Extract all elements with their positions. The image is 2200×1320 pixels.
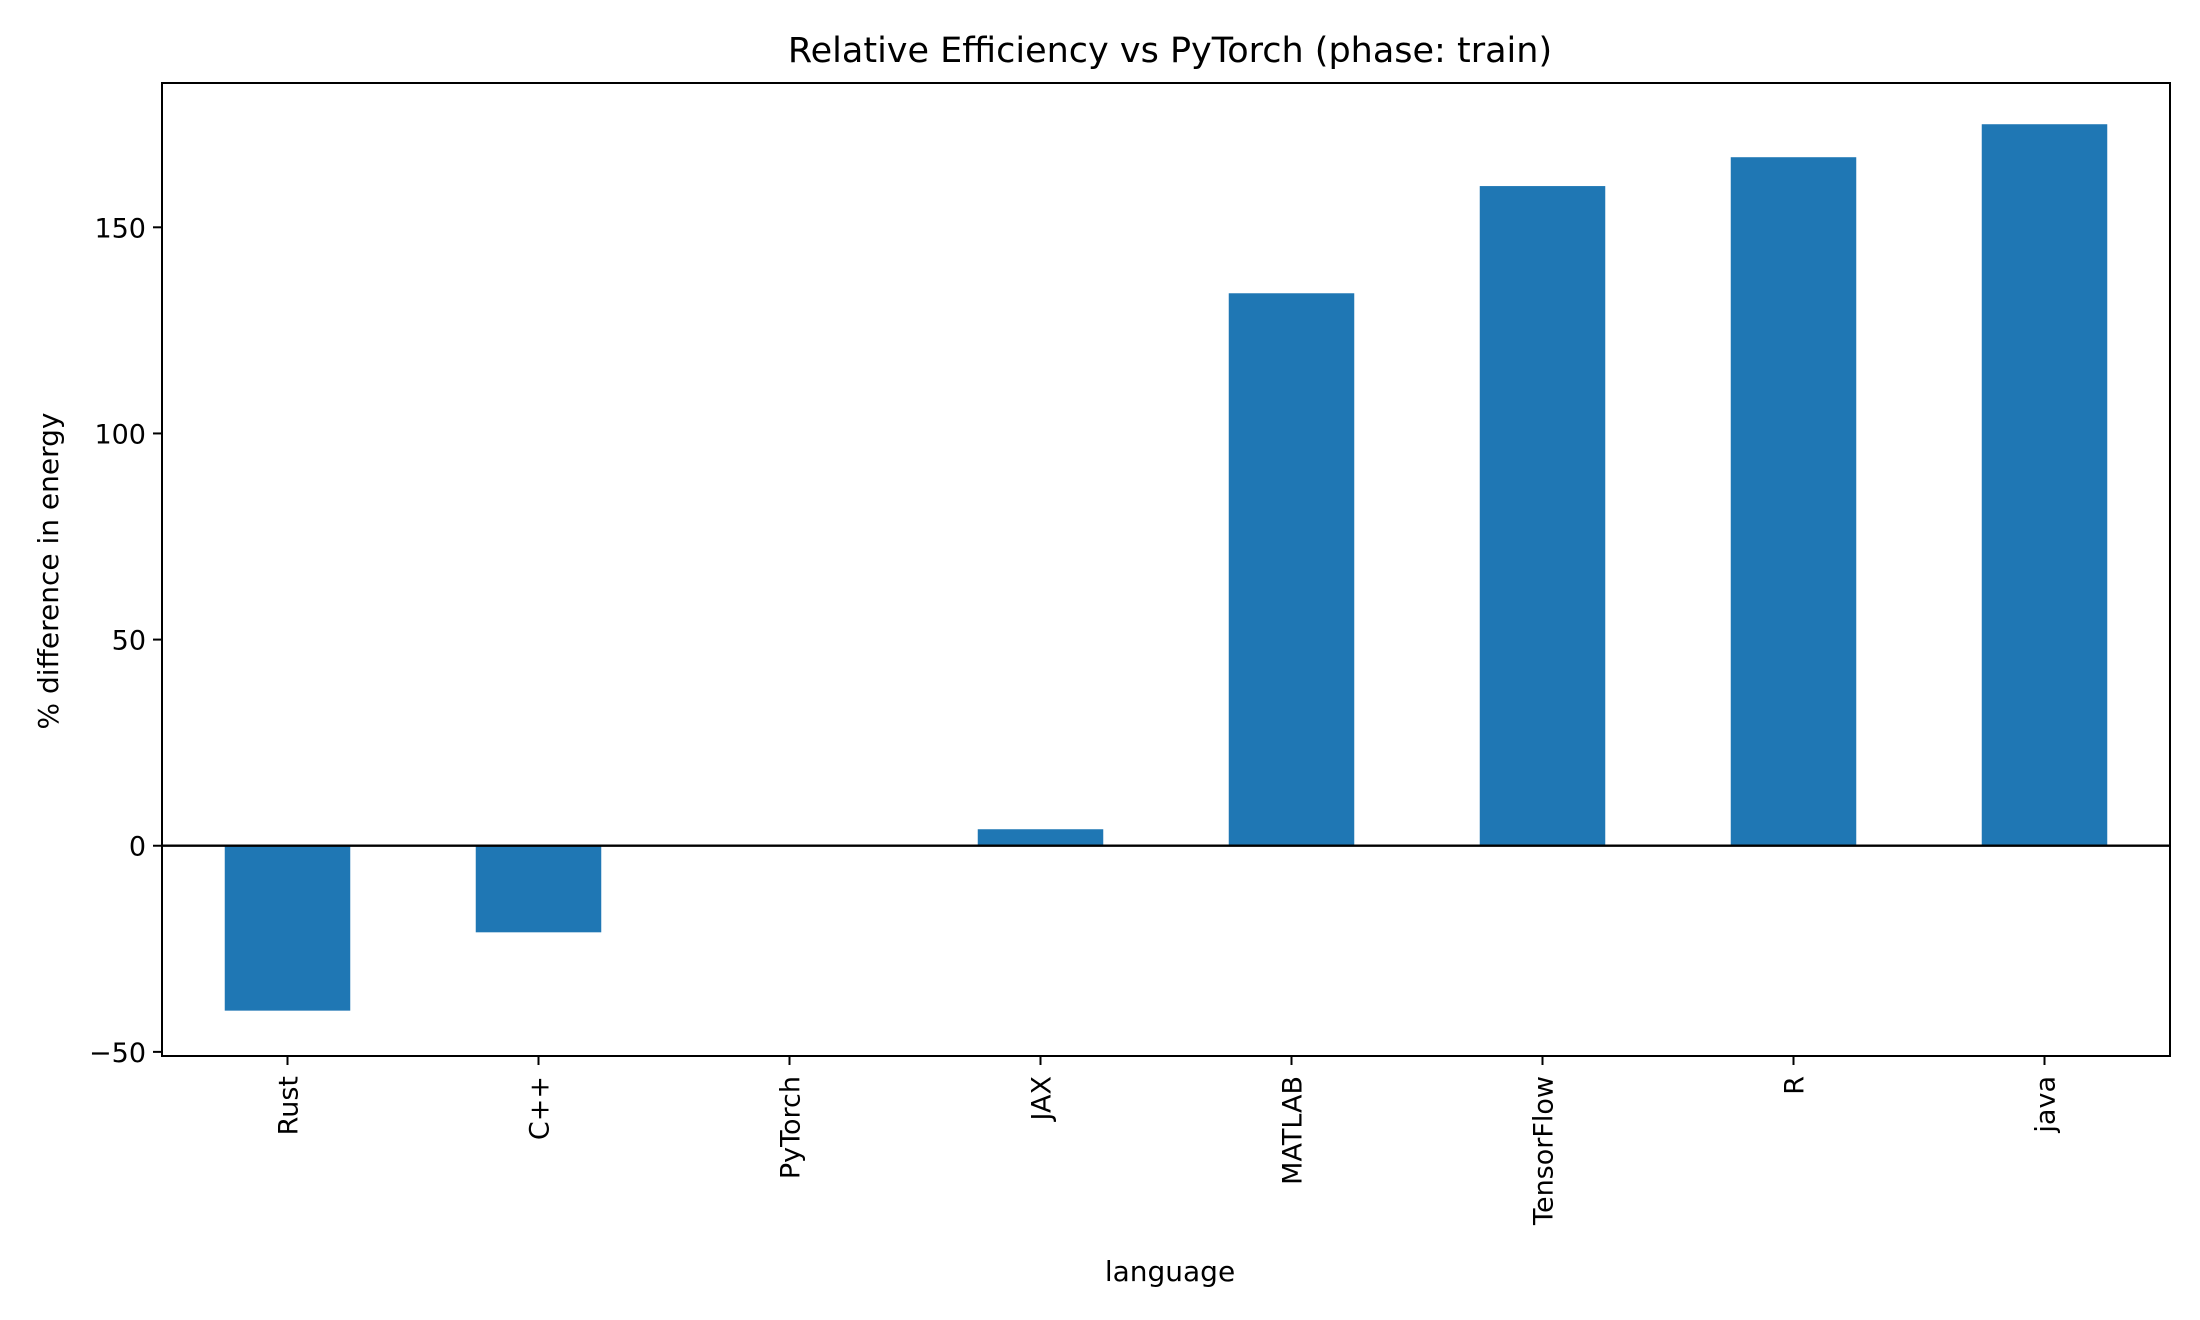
x-axis-label: language <box>1105 1255 1235 1288</box>
x-tick-label: JAX <box>1027 1076 1058 1122</box>
x-tick-label: PyTorch <box>776 1076 807 1179</box>
y-tick-label: 50 <box>112 626 146 657</box>
x-tick-label: C++ <box>525 1076 556 1140</box>
bar-r <box>1730 157 1857 846</box>
y-axis-label: % difference in energy <box>32 413 65 730</box>
y-tick-label: 100 <box>94 419 146 450</box>
y-tick-label: 150 <box>94 213 146 244</box>
bar-rust <box>224 845 351 1011</box>
x-tick-label: Rust <box>274 1076 305 1135</box>
plot-frame <box>161 82 2171 1057</box>
bar-jax <box>977 829 1104 846</box>
bar-matlab <box>1228 293 1355 846</box>
y-tick-label: 0 <box>129 832 146 863</box>
bar-tensorflow <box>1479 186 1606 846</box>
x-tick-label: TensorFlow <box>1529 1076 1560 1226</box>
x-tick-label: MATLAB <box>1278 1076 1309 1185</box>
y-axis-ticks: −50 0 50 100 150 <box>89 213 162 1069</box>
bars-group <box>224 124 2108 1011</box>
bar-java <box>1981 124 2108 846</box>
y-tick-label: −50 <box>89 1038 146 1069</box>
x-tick-label: R <box>1780 1076 1811 1095</box>
chart-title: Relative Efficiency vs PyTorch (phase: t… <box>788 31 1552 71</box>
bar-c- <box>475 845 602 933</box>
x-tick-label: java <box>2031 1076 2062 1134</box>
